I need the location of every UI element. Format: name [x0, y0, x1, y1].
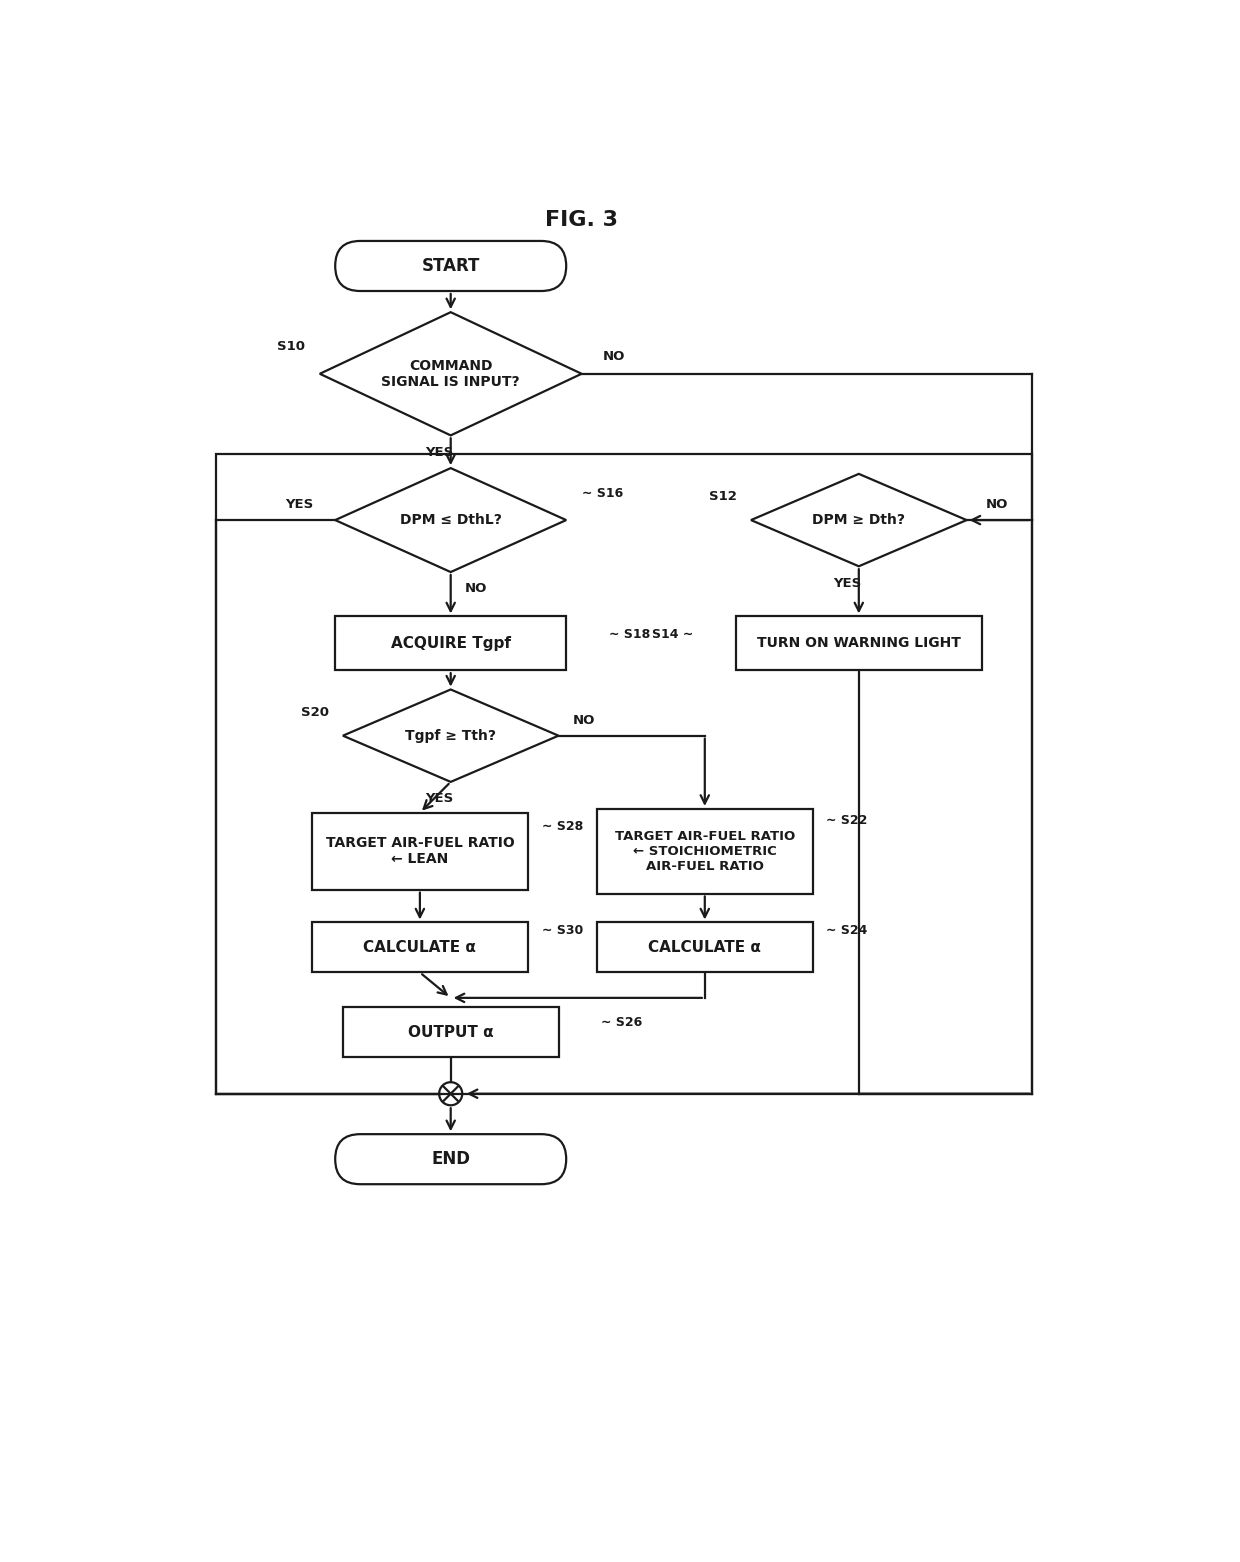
- Bar: [343, 1007, 558, 1057]
- Text: Tgpf ≥ Tth?: Tgpf ≥ Tth?: [405, 729, 496, 742]
- Text: START: START: [422, 258, 480, 275]
- FancyBboxPatch shape: [335, 241, 567, 291]
- Bar: [735, 617, 982, 670]
- Polygon shape: [335, 469, 567, 572]
- Text: ∼ S28: ∼ S28: [542, 820, 583, 833]
- Text: S12: S12: [708, 490, 737, 503]
- Text: ACQUIRE Tgpf: ACQUIRE Tgpf: [391, 636, 511, 651]
- Text: OUTPUT α: OUTPUT α: [408, 1025, 494, 1040]
- Text: ∼ S22: ∼ S22: [826, 814, 868, 826]
- Text: YES: YES: [425, 445, 454, 459]
- Polygon shape: [343, 689, 558, 783]
- Text: ∼ S26: ∼ S26: [601, 1017, 642, 1029]
- Bar: [312, 812, 528, 890]
- Polygon shape: [751, 473, 967, 567]
- Text: YES: YES: [425, 792, 454, 806]
- Polygon shape: [320, 312, 582, 436]
- Text: CALCULATE α: CALCULATE α: [649, 940, 761, 954]
- Text: TARGET AIR-FUEL RATIO
← STOICHIOMETRIC
AIR-FUEL RATIO: TARGET AIR-FUEL RATIO ← STOICHIOMETRIC A…: [615, 829, 795, 873]
- Text: CALCULATE α: CALCULATE α: [363, 940, 476, 954]
- Text: NO: NO: [573, 714, 595, 726]
- Text: COMMAND
SIGNAL IS INPUT?: COMMAND SIGNAL IS INPUT?: [382, 359, 520, 389]
- Text: S10: S10: [278, 341, 305, 353]
- Text: NO: NO: [603, 350, 625, 364]
- Text: S20: S20: [300, 706, 329, 719]
- Text: NO: NO: [465, 583, 487, 595]
- Text: END: END: [432, 1150, 470, 1168]
- Text: TARGET AIR-FUEL RATIO
← LEAN: TARGET AIR-FUEL RATIO ← LEAN: [326, 836, 515, 867]
- Text: FIG. 3: FIG. 3: [546, 209, 618, 230]
- Text: YES: YES: [833, 576, 862, 590]
- Text: ∼ S16: ∼ S16: [582, 487, 622, 500]
- Text: NO: NO: [986, 498, 1008, 511]
- Text: ∼ S30: ∼ S30: [542, 925, 583, 937]
- Bar: [335, 617, 567, 670]
- Text: YES: YES: [285, 498, 314, 511]
- Text: S14 ∼: S14 ∼: [652, 628, 693, 640]
- Bar: [216, 455, 1032, 1093]
- Bar: [596, 923, 812, 973]
- Text: DPM ≤ DthL?: DPM ≤ DthL?: [399, 512, 502, 526]
- Text: TURN ON WARNING LIGHT: TURN ON WARNING LIGHT: [756, 636, 961, 650]
- Text: ∼ S18: ∼ S18: [609, 628, 650, 640]
- Bar: [596, 809, 812, 893]
- Text: ∼ S24: ∼ S24: [826, 925, 868, 937]
- Text: DPM ≥ Dth?: DPM ≥ Dth?: [812, 512, 905, 526]
- Bar: [312, 923, 528, 973]
- FancyBboxPatch shape: [335, 1134, 567, 1184]
